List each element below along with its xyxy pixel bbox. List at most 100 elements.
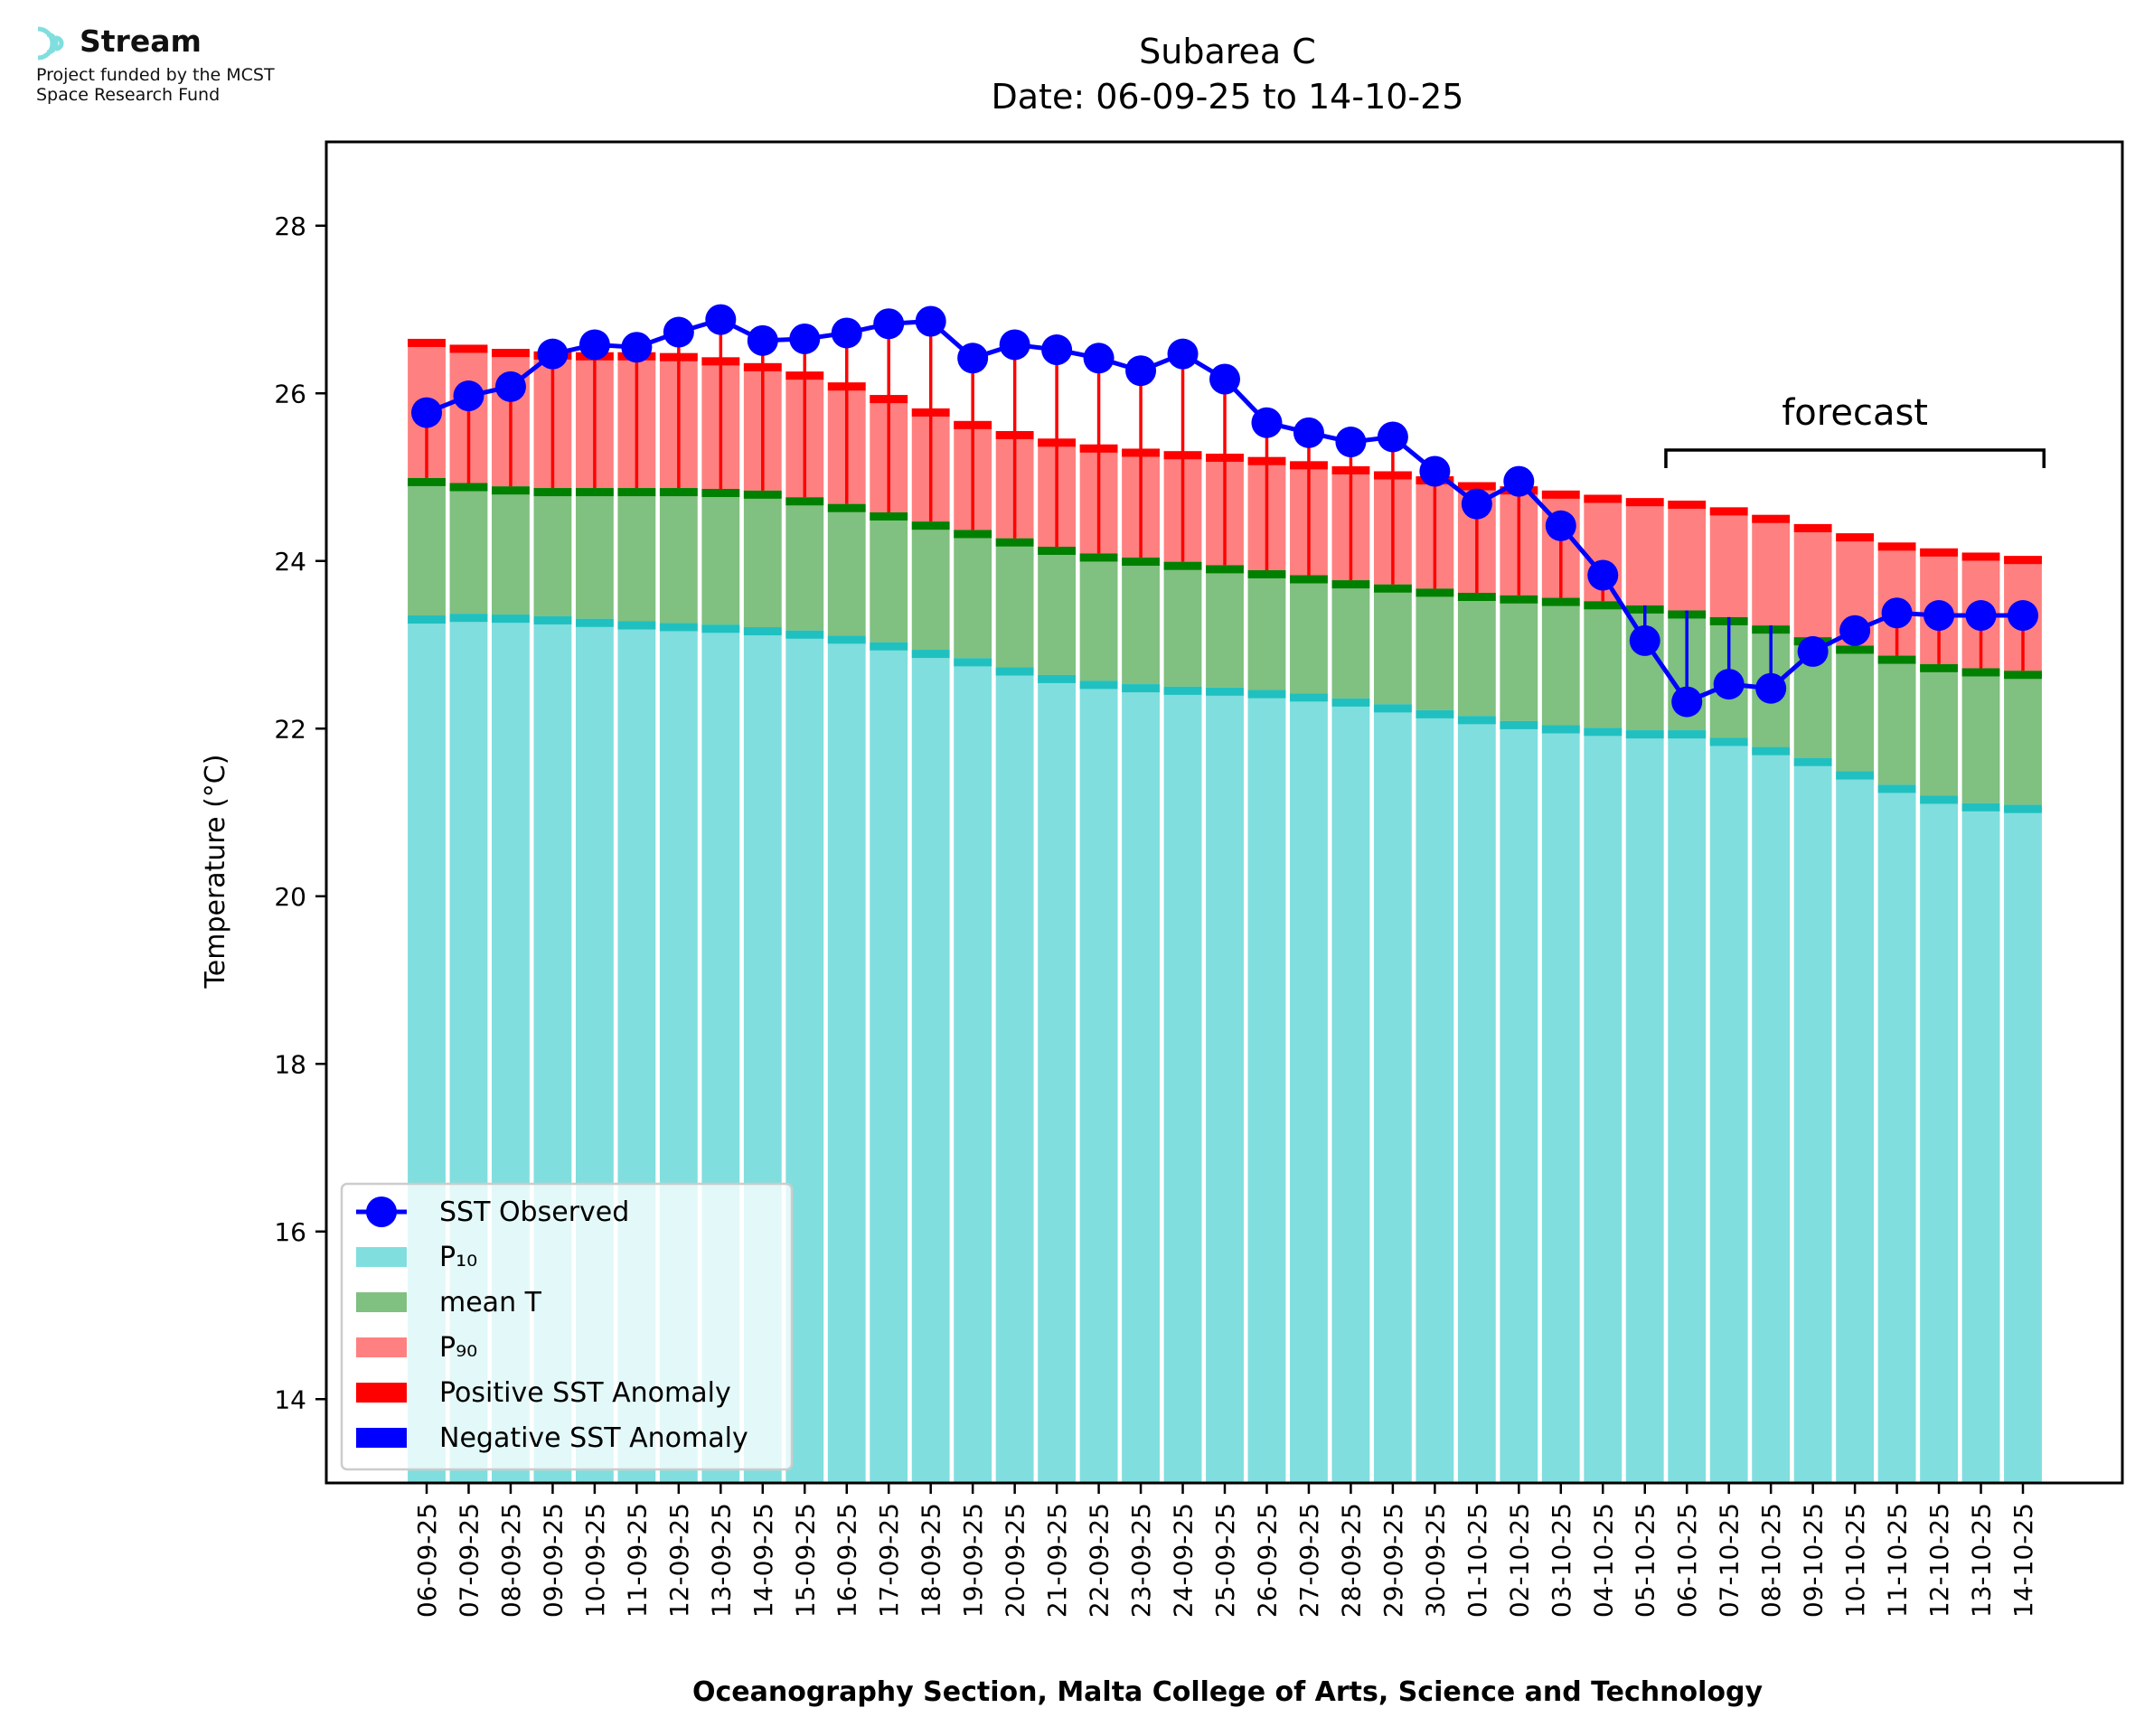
bar-p10-cap bbox=[1961, 802, 2000, 812]
sst-observed-point bbox=[999, 329, 1030, 361]
x-tick-label: 14-10-25 bbox=[2008, 1503, 2038, 1618]
bar-p90-cap bbox=[1877, 542, 1916, 551]
bar-p10 bbox=[1793, 757, 1832, 1483]
bar-p10 bbox=[1877, 784, 1916, 1483]
bar-p90-cap bbox=[1836, 533, 1875, 542]
bar-p10-cap bbox=[1457, 716, 1496, 725]
bar-mean-t bbox=[449, 483, 488, 615]
bar-mean-t-cap bbox=[1079, 553, 1118, 562]
x-tick-label: 06-10-25 bbox=[1672, 1503, 1702, 1618]
legend-label: Positive SST Anomaly bbox=[439, 1377, 731, 1409]
sst-observed-point bbox=[1167, 338, 1199, 370]
bar-p10-cap bbox=[701, 624, 740, 633]
bar-p10-cap bbox=[1416, 709, 1454, 718]
bar-mean-t-cap bbox=[575, 488, 614, 497]
bar-p90-cap bbox=[408, 338, 446, 347]
bar-p10 bbox=[1752, 746, 1791, 1483]
bar-p10-cap bbox=[911, 650, 950, 659]
x-tick-label: 09-09-25 bbox=[538, 1503, 568, 1618]
legend-box bbox=[340, 1182, 794, 1471]
bar-p10-cap bbox=[1122, 684, 1160, 693]
bar-p10-cap bbox=[533, 615, 572, 624]
x-tick-label: 16-09-25 bbox=[832, 1503, 862, 1618]
x-axis-label: Oceanography Section, Malta College of A… bbox=[692, 1676, 1764, 1708]
bar-p10 bbox=[827, 635, 866, 1483]
sst-observed-point bbox=[1629, 624, 1660, 656]
bar-mean-t-cap bbox=[995, 538, 1034, 547]
sst-observed-point bbox=[1335, 427, 1367, 458]
bar-p90-cap bbox=[1541, 490, 1580, 499]
x-tick-label: 12-10-25 bbox=[1924, 1503, 1954, 1618]
bar-p10-cap bbox=[1668, 730, 1707, 739]
y-axis-label: Temperature (°C) bbox=[200, 755, 231, 990]
bar-p90 bbox=[1709, 507, 1748, 617]
bar-p10-cap bbox=[1079, 680, 1118, 690]
bar-p10-cap bbox=[1625, 730, 1664, 739]
sst-observed-point bbox=[1755, 672, 1787, 704]
x-tick-label: 24-09-25 bbox=[1169, 1503, 1199, 1618]
bar-mean-t bbox=[785, 497, 824, 631]
bar-mean-t bbox=[701, 488, 740, 625]
legend-swatch bbox=[356, 1337, 407, 1357]
chart-title-line-1: Subarea C bbox=[1139, 32, 1316, 71]
legend-label: mean T bbox=[439, 1287, 542, 1318]
bar-mean-t bbox=[2004, 671, 2042, 805]
bar-mean-t-cap bbox=[449, 483, 488, 492]
observed-line-layer bbox=[411, 304, 2038, 718]
bar-p10 bbox=[1668, 730, 1707, 1483]
bar-p10-cap bbox=[1752, 746, 1791, 755]
bar-mean-t-cap bbox=[1247, 569, 1286, 578]
bar-mean-t-cap bbox=[911, 521, 950, 530]
stream-logo: Stream Project funded by the MCST Space … bbox=[34, 22, 275, 105]
sst-observed-point bbox=[873, 308, 905, 340]
chart-title-line-2: Date: 06-09-25 to 14-10-25 bbox=[992, 77, 1464, 117]
bar-p90-cap bbox=[492, 349, 530, 358]
x-tick-label: 27-09-25 bbox=[1294, 1503, 1324, 1618]
bar-p10 bbox=[1500, 720, 1538, 1483]
bar-mean-t bbox=[1290, 575, 1328, 694]
sst-observed-point bbox=[1041, 334, 1073, 366]
bar-p10-cap bbox=[1920, 795, 1958, 804]
x-tick-label: 23-09-25 bbox=[1126, 1503, 1156, 1618]
bar-p90-cap bbox=[1625, 498, 1664, 507]
bar-p10 bbox=[1331, 698, 1370, 1483]
forecast-bracket: forecast bbox=[1664, 392, 2046, 468]
sst-observed-point bbox=[1839, 615, 1871, 646]
sst-observed-point bbox=[1503, 465, 1535, 497]
sst-observed-point bbox=[957, 343, 989, 374]
bar-mean-t-cap bbox=[1331, 580, 1370, 589]
sst-observed-point bbox=[1545, 510, 1576, 541]
sst-observed-point bbox=[1083, 343, 1115, 374]
sst-observed-point bbox=[537, 338, 569, 370]
bar-p10-cap bbox=[1584, 727, 1623, 737]
sst-observed-point bbox=[1251, 407, 1283, 438]
bar-mean-t bbox=[1584, 601, 1623, 728]
bar-mean-t bbox=[1122, 558, 1160, 685]
x-tick-label: 21-09-25 bbox=[1042, 1503, 1072, 1618]
funding-line-1: Project funded by the MCST bbox=[36, 65, 275, 85]
stream-logo-icon bbox=[37, 26, 64, 61]
bar-p10 bbox=[1961, 802, 2000, 1483]
bar-p90-cap bbox=[1584, 494, 1623, 503]
bar-p90-cap bbox=[1961, 552, 2000, 561]
sst-observed-point bbox=[494, 371, 526, 402]
bar-mean-t bbox=[995, 538, 1034, 668]
bar-p10 bbox=[1541, 725, 1580, 1483]
bar-mean-t-cap bbox=[492, 486, 530, 495]
bar-mean-t bbox=[1920, 663, 1958, 796]
bar-mean-t bbox=[1416, 588, 1454, 710]
sst-observed-point bbox=[1377, 421, 1408, 453]
x-tick-label: 15-09-25 bbox=[790, 1503, 820, 1618]
y-tick-label: 18 bbox=[274, 1049, 306, 1079]
bar-mean-t-cap bbox=[1038, 546, 1077, 555]
x-tick-label: 13-10-25 bbox=[1967, 1503, 1997, 1618]
bar-p10-cap bbox=[1331, 698, 1370, 707]
bar-mean-t bbox=[1038, 546, 1077, 675]
bar-mean-t bbox=[533, 488, 572, 616]
legend-label: P₁₀ bbox=[439, 1242, 477, 1273]
bar-p10 bbox=[1836, 771, 1875, 1483]
bar-p10-cap bbox=[1877, 784, 1916, 793]
sst-observed-point bbox=[789, 323, 821, 354]
sst-observed-point bbox=[1965, 600, 1997, 632]
bar-mean-t-cap bbox=[827, 503, 866, 512]
